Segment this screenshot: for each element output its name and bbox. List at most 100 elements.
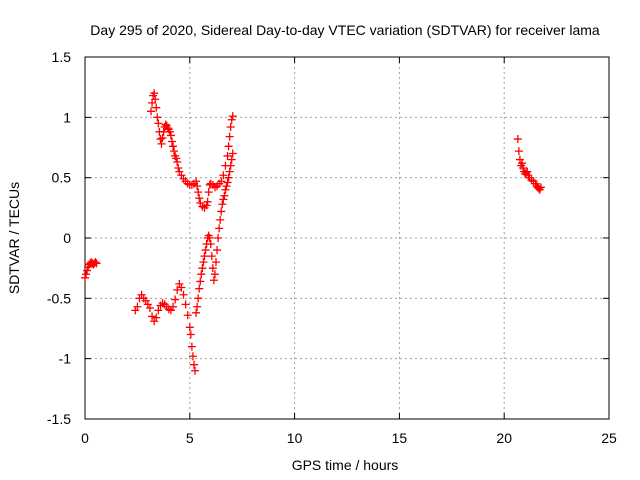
data-point — [177, 283, 186, 292]
data-point — [226, 122, 235, 131]
data-point — [148, 312, 157, 321]
data-point — [200, 252, 209, 261]
data-point — [195, 284, 204, 293]
data-point — [145, 303, 154, 312]
data-point — [153, 113, 162, 122]
data-point — [194, 188, 203, 197]
y-tick-label: -1.5 — [47, 411, 71, 427]
data-point — [207, 252, 216, 261]
data-point — [154, 119, 163, 128]
data-point — [216, 215, 225, 224]
data-point — [186, 330, 195, 339]
data-point — [187, 180, 196, 189]
data-point — [174, 164, 183, 173]
series-segment-early — [81, 258, 101, 282]
data-point — [193, 182, 202, 191]
tick-labels: 0 5 10 15 20 25 -1.5 -1 -0.5 0 0.5 1 1.5 — [47, 49, 617, 446]
data-point — [167, 137, 176, 146]
data-point — [157, 139, 166, 148]
data-point — [220, 191, 229, 200]
data-point — [204, 188, 213, 197]
series-segment-late — [513, 135, 545, 194]
data-point — [194, 294, 203, 303]
data-point — [210, 270, 219, 279]
data-point — [205, 234, 214, 242]
data-point — [183, 311, 192, 320]
data-point — [228, 149, 237, 158]
data-point — [215, 224, 224, 233]
data-point — [158, 133, 167, 142]
data-point — [185, 323, 194, 332]
data-point — [188, 352, 197, 361]
data-point — [169, 142, 178, 151]
data-point — [187, 342, 196, 351]
data-point — [519, 164, 528, 173]
data-point — [154, 306, 163, 315]
data-point — [227, 155, 236, 164]
data-point — [166, 131, 175, 140]
data-point — [203, 197, 212, 206]
data-point — [179, 290, 188, 299]
data-point — [518, 159, 527, 168]
data-point — [198, 202, 207, 211]
y-tick-label: 1.5 — [52, 49, 72, 65]
data-point — [173, 285, 182, 294]
data-point — [171, 295, 180, 304]
y-tick-label: 0 — [63, 230, 71, 246]
data-point — [150, 89, 159, 98]
data-point — [199, 258, 208, 267]
data-point — [181, 300, 190, 309]
data-point — [150, 317, 159, 326]
y-tick-label: -0.5 — [47, 290, 71, 306]
data-point — [536, 183, 545, 192]
data-point — [209, 276, 218, 285]
data-point — [172, 154, 181, 163]
data-point — [156, 135, 165, 144]
data-point — [515, 155, 524, 164]
data-point — [217, 177, 226, 186]
data-point — [191, 366, 200, 375]
data-point — [219, 171, 228, 180]
data-point — [222, 182, 231, 191]
data-point — [147, 107, 156, 116]
data-points — [81, 89, 545, 375]
data-point — [81, 273, 89, 282]
data-point — [213, 246, 222, 255]
data-point — [192, 308, 201, 317]
x-tick-label: 5 — [186, 430, 194, 446]
data-point — [202, 201, 211, 210]
data-point — [219, 195, 228, 204]
data-point — [165, 127, 174, 136]
x-tick-label: 0 — [81, 430, 89, 446]
data-point — [212, 258, 220, 267]
data-point — [227, 115, 236, 124]
y-tick-label: 1 — [63, 109, 71, 125]
data-point — [218, 200, 227, 209]
data-point — [196, 277, 205, 286]
data-point — [195, 194, 204, 203]
data-point — [189, 360, 198, 369]
x-axis-title: GPS time / hours — [292, 457, 399, 473]
data-point — [523, 167, 532, 176]
data-point — [223, 178, 232, 187]
data-point — [169, 302, 178, 311]
chart-title: Day 295 of 2020, Sidereal Day-to-day VTE… — [90, 22, 600, 38]
data-point — [151, 95, 160, 104]
data-point — [223, 151, 232, 160]
data-point — [173, 157, 182, 166]
data-point — [152, 103, 161, 112]
y-tick-label: 0.5 — [52, 170, 72, 186]
grid-lines — [85, 57, 609, 419]
data-point — [225, 167, 234, 176]
data-point — [198, 264, 207, 273]
data-point — [133, 302, 142, 311]
data-point — [197, 270, 206, 279]
data-point — [513, 135, 522, 144]
data-point — [131, 306, 140, 315]
series-segment-rise — [192, 149, 237, 317]
data-point — [175, 167, 184, 176]
x-tick-label: 20 — [496, 430, 512, 446]
data-point — [221, 185, 230, 194]
data-point — [193, 302, 202, 311]
data-point — [225, 132, 234, 141]
